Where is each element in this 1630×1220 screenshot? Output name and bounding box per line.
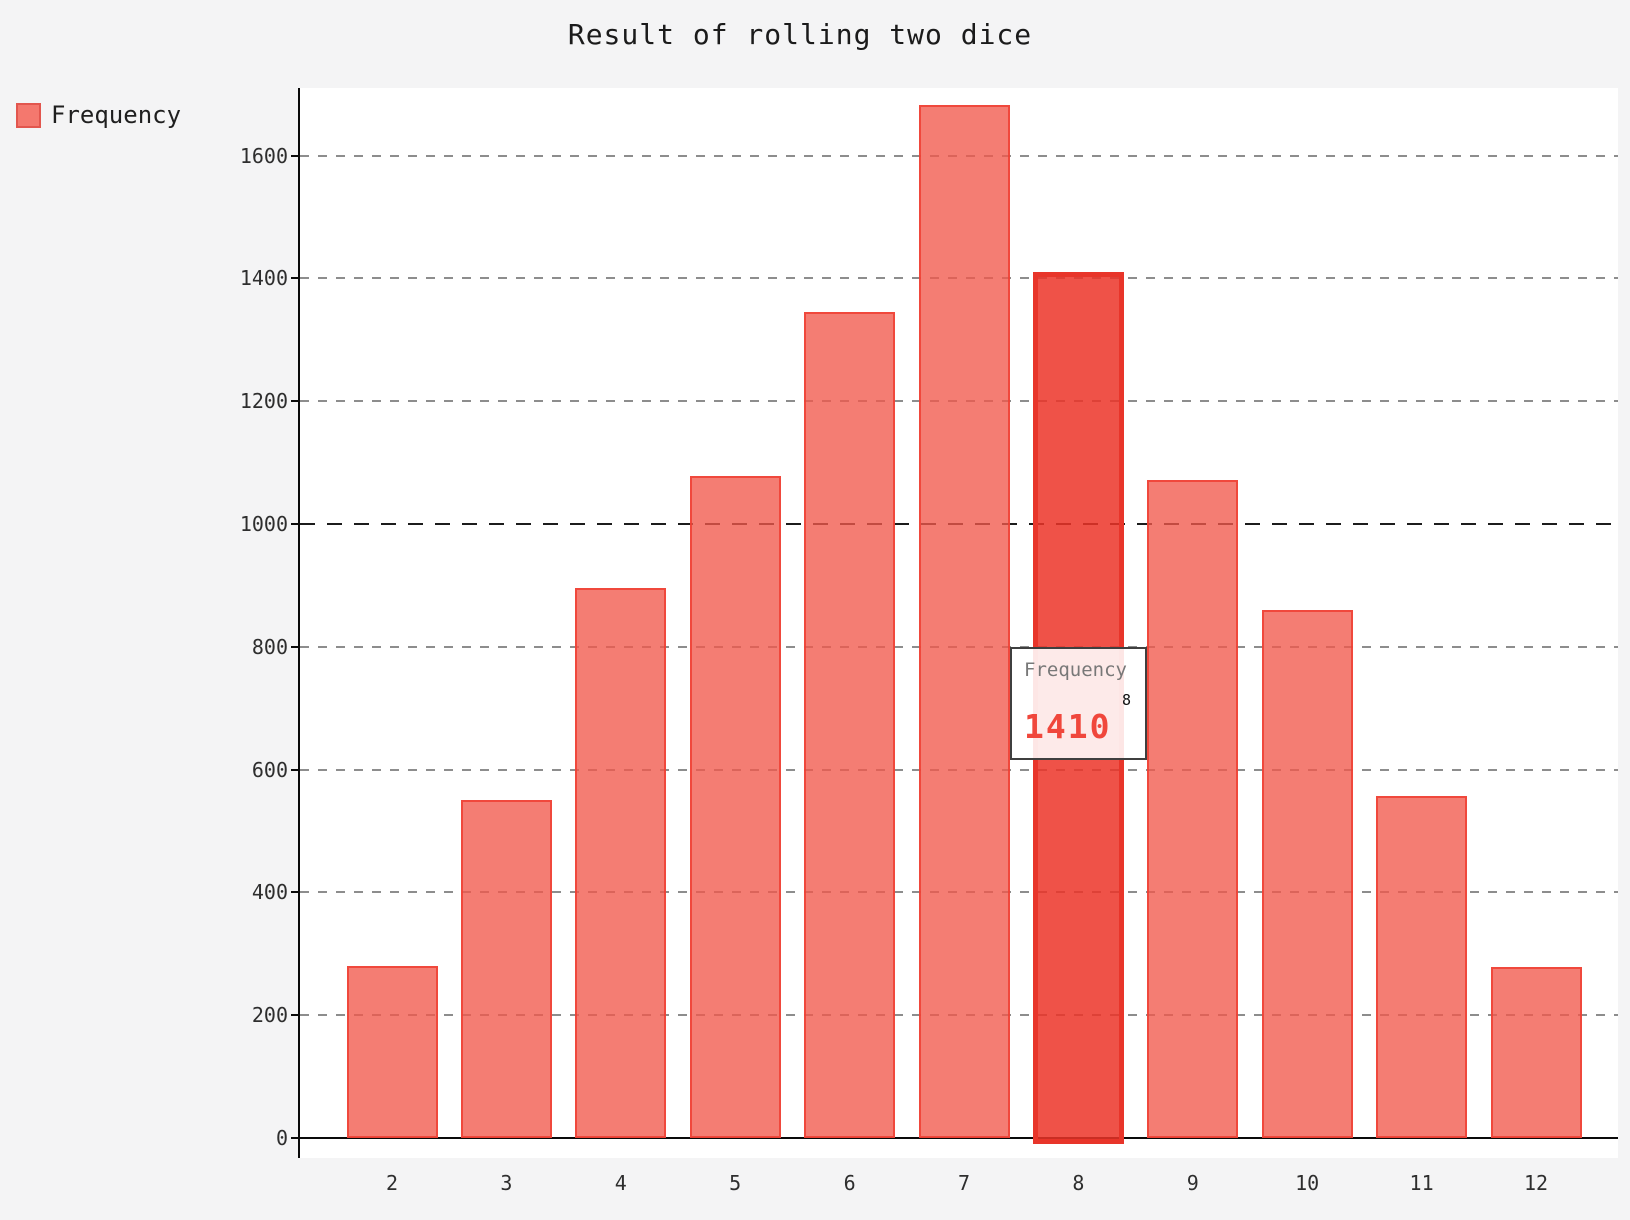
y-tick-label-0: 0 — [275, 1126, 288, 1150]
legend-item-frequency[interactable]: Frequency — [16, 101, 181, 129]
y-tick-label-600: 600 — [251, 757, 288, 782]
bar-9[interactable] — [1147, 479, 1239, 1138]
tooltip-series-label: Frequency — [1024, 659, 1127, 681]
x-tick-label-12: 12 — [1523, 1171, 1549, 1195]
y-tick-mark-800 — [291, 645, 299, 648]
y-tick-mark-400 — [291, 891, 299, 894]
bar-4[interactable] — [575, 588, 667, 1138]
y-tick-label-200: 200 — [251, 1003, 288, 1028]
y-tick-mark-1000 — [291, 522, 299, 525]
x-tick-label-2: 2 — [385, 1171, 399, 1195]
x-tick-label-8: 8 — [1072, 1171, 1085, 1195]
x-axis-line — [300, 1137, 1618, 1139]
x-tick-label-11: 11 — [1409, 1171, 1434, 1195]
y-tick-mark-1400 — [291, 277, 299, 280]
y-tick-mark-0 — [291, 1137, 299, 1139]
bar-7[interactable] — [918, 105, 1010, 1138]
x-tick-label-7: 7 — [957, 1171, 971, 1195]
bar-2[interactable] — [346, 966, 438, 1138]
y-tick-mark-1600 — [291, 154, 299, 157]
y-tick-label-1400: 1400 — [239, 266, 288, 291]
tooltip-category: 8 — [1121, 691, 1131, 709]
y-tick-mark-1200 — [291, 400, 299, 403]
bar-5[interactable] — [689, 476, 781, 1138]
chart-title: Result of rolling two dice — [567, 18, 1033, 51]
bar-6[interactable] — [804, 312, 896, 1138]
y-axis-line — [298, 88, 300, 1158]
bar-3[interactable] — [460, 800, 552, 1138]
y-tick-mark-600 — [291, 768, 299, 771]
tooltip-value: 1410 — [1024, 707, 1112, 746]
x-tick-label-9: 9 — [1186, 1171, 1199, 1195]
legend-swatch-icon — [16, 102, 41, 128]
tooltip: Frequency 8 1410 — [1010, 647, 1147, 760]
y-tick-label-800: 800 — [251, 634, 288, 659]
x-tick-label-10: 10 — [1295, 1171, 1320, 1195]
y-tick-mark-200 — [291, 1014, 299, 1017]
y-tick-label-1200: 1200 — [239, 389, 288, 414]
x-tick-label-4: 4 — [614, 1171, 627, 1195]
bar-11[interactable] — [1376, 795, 1468, 1138]
x-tick-label-3: 3 — [500, 1171, 513, 1195]
bar-12[interactable] — [1490, 967, 1582, 1138]
y-tick-label-1600: 1600 — [239, 143, 288, 168]
legend-label: Frequency — [51, 101, 182, 129]
bar-10[interactable] — [1261, 609, 1353, 1138]
x-tick-label-5: 5 — [729, 1171, 742, 1195]
y-tick-label-400: 400 — [251, 880, 288, 905]
x-tick-label-6: 6 — [843, 1171, 856, 1195]
y-tick-label-1000: 1000 — [239, 511, 288, 536]
plot-area — [298, 88, 1618, 1158]
